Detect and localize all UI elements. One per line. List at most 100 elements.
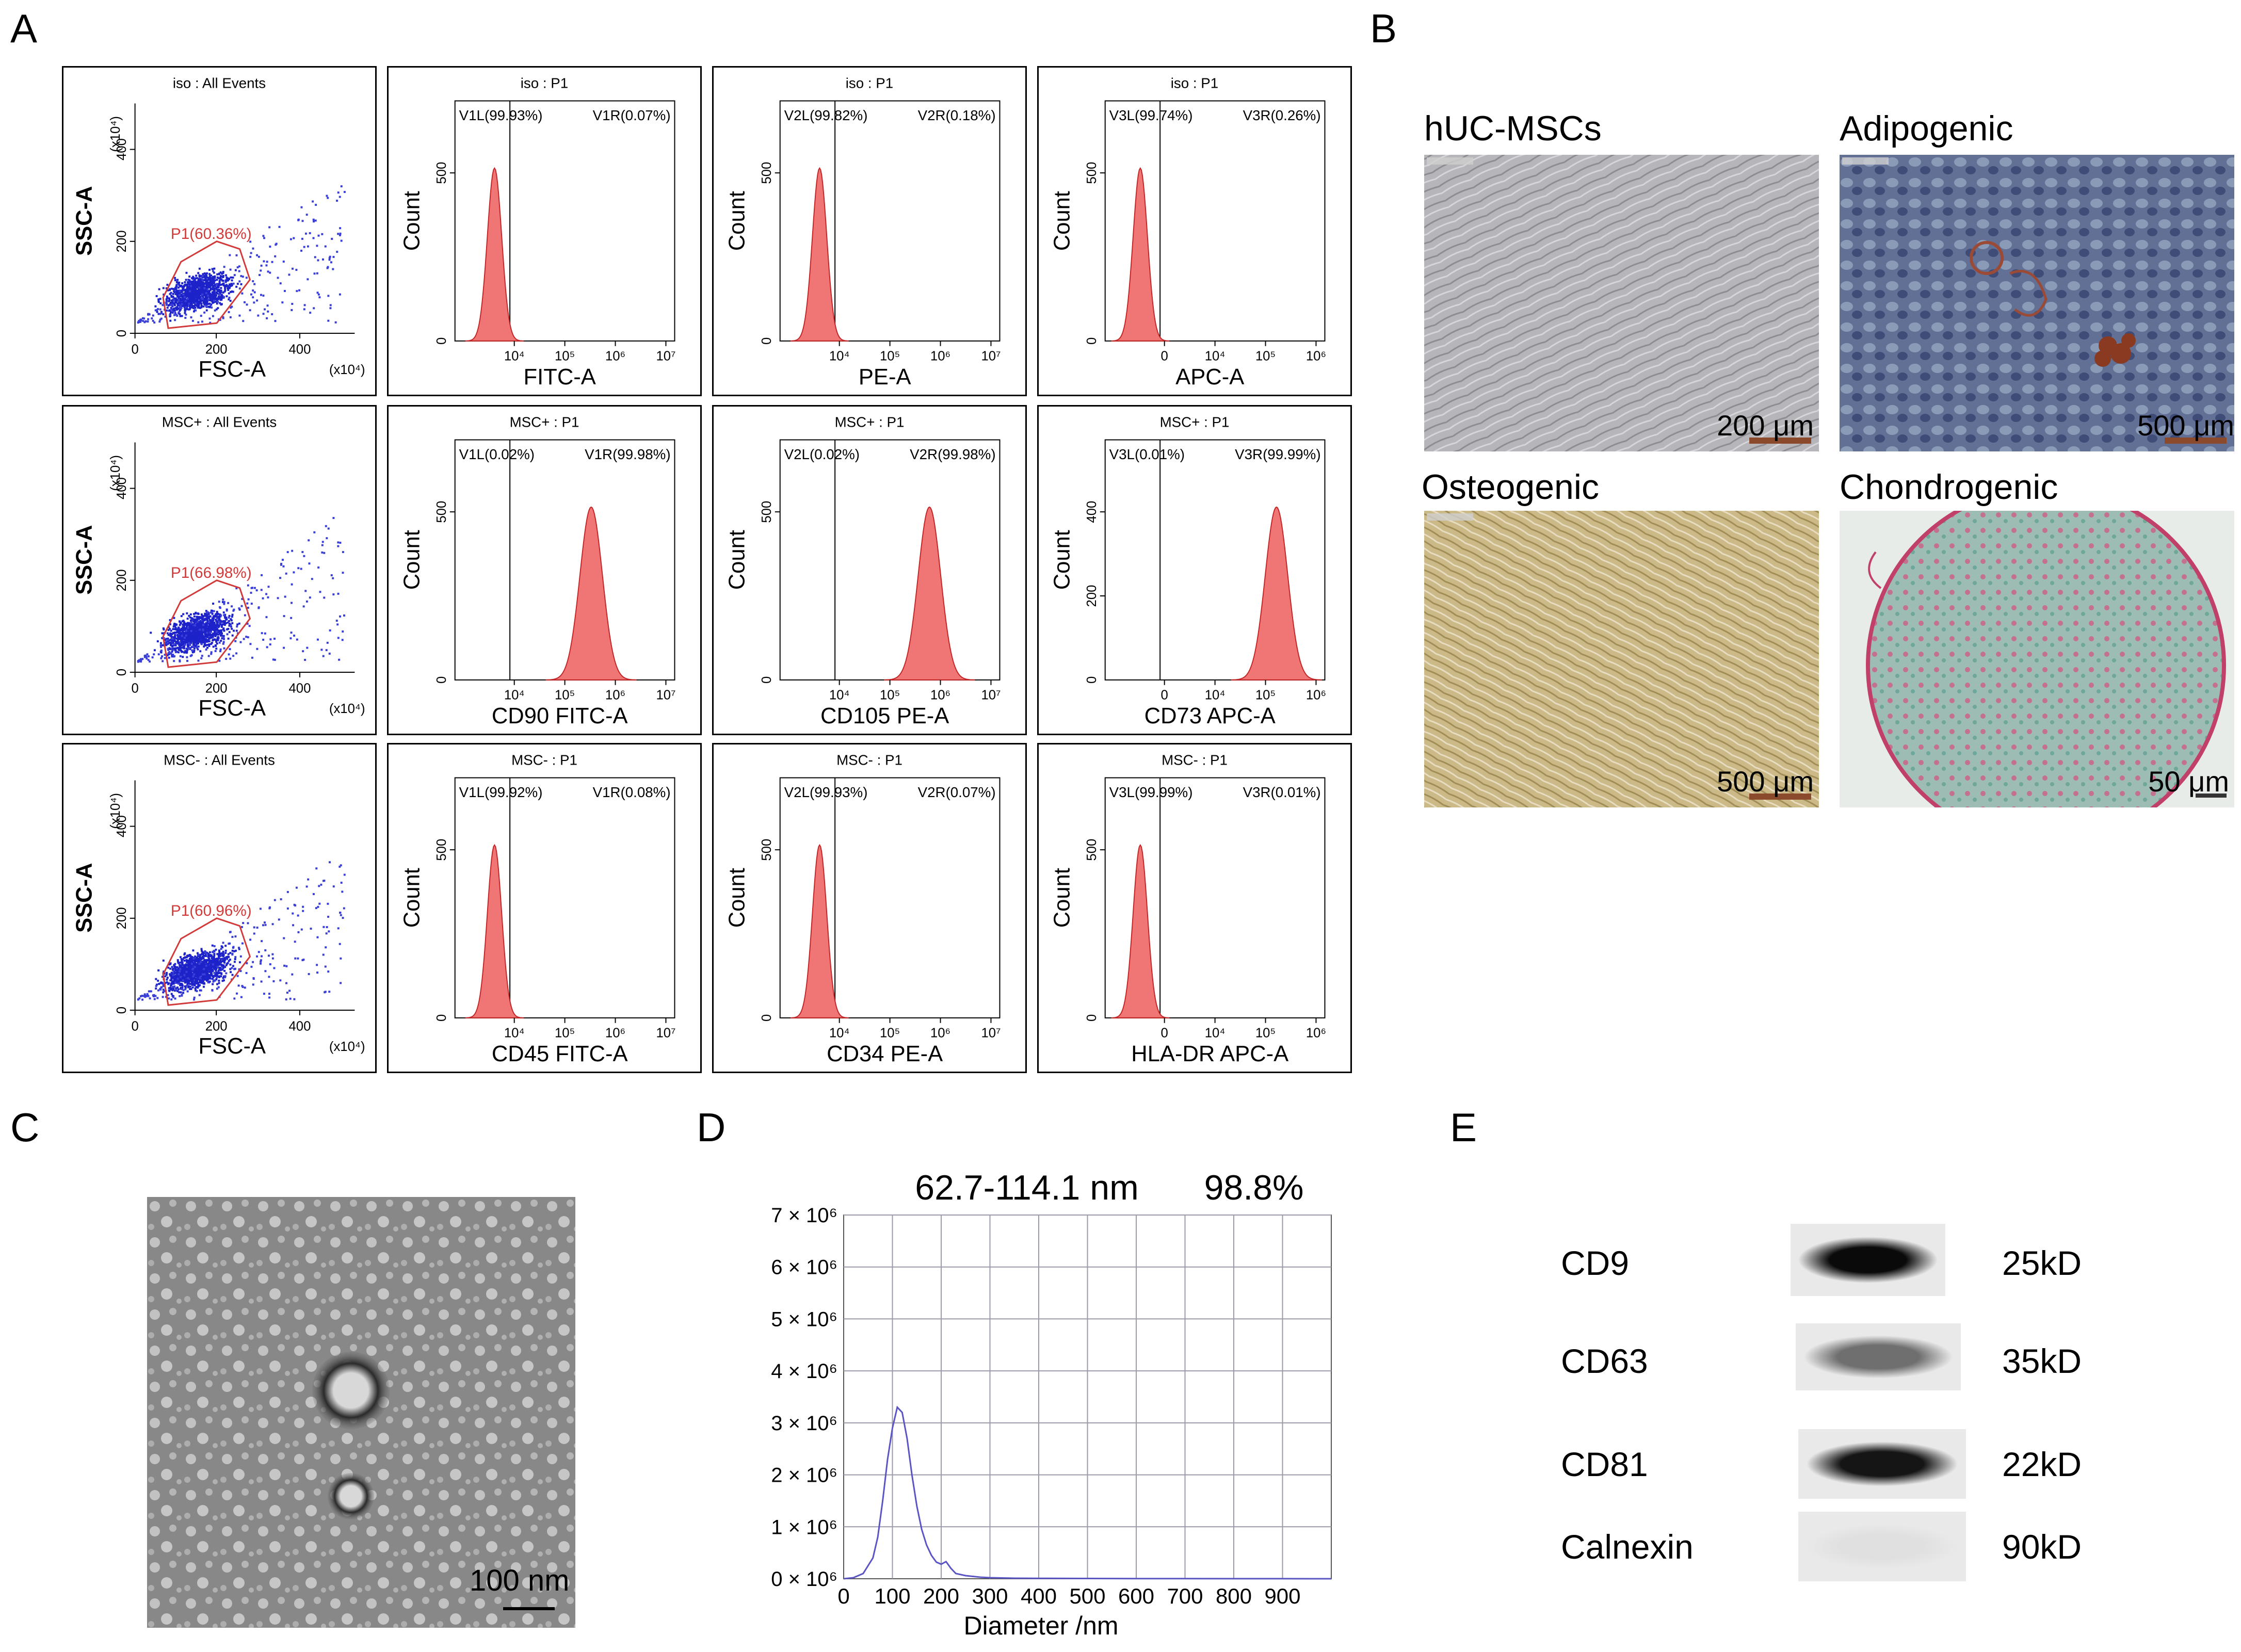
x-tick-label: 100 [874, 1584, 910, 1608]
hist-ytick-zero: 0 [1085, 676, 1099, 684]
wb-size-label: 90kD [2002, 1528, 2082, 1566]
micrograph-chondro-texture [1866, 511, 2227, 807]
hist-xtick: 0 [1161, 1026, 1168, 1041]
hist-ytick-zero: 0 [434, 1014, 449, 1022]
hist-peak [1111, 844, 1170, 1018]
size-distribution-chart: 0 100 200 300 400 500 600 700 800 900 0 × 10⁶ 1 × 1… [771, 1168, 1332, 1640]
y-tick-label: 1 × 10⁶ [771, 1516, 837, 1538]
hist-ytick-zero: 0 [760, 1014, 774, 1022]
hist-xtick: 10⁵ [880, 349, 900, 364]
hist-left-pct: V1L(99.92%) [459, 784, 543, 800]
hist-xtick: 10⁴ [1205, 688, 1226, 703]
scatter-xunit: (x10⁴) [329, 363, 365, 377]
y-tick-label: 7 × 10⁶ [771, 1204, 837, 1227]
y-tick-label: 5 × 10⁶ [771, 1308, 837, 1331]
scatter-ytick: 0 [115, 669, 129, 676]
scatter-ytick: 400 [115, 138, 129, 160]
hist-ytick: 500 [1085, 162, 1099, 184]
tem-texture [147, 1197, 575, 1628]
hist-ytick: 500 [760, 162, 774, 184]
scatter-xtick: 200 [205, 1019, 228, 1034]
hist-right-pct: V1R(0.07%) [593, 107, 671, 123]
scatter-xunit: (x10⁴) [329, 1040, 365, 1054]
wb-protein-label: Calnexin [1561, 1528, 1694, 1566]
x-tick-label: 700 [1167, 1584, 1203, 1608]
hist-left-pct: V1L(99.93%) [459, 107, 543, 123]
x-axis-label: Diameter /nm [963, 1611, 1118, 1640]
scatter-yunit: (x10⁴) [108, 793, 123, 829]
hist-title: MSC- : P1 [1162, 752, 1228, 768]
hist-peak [1111, 167, 1170, 342]
hist-xtick: 10⁷ [656, 349, 675, 364]
hist-title: MSC+ : P1 [1160, 414, 1230, 430]
scatter-plot-row-0: iso : All Events P1(60.36%) 0 200 400 0 200 400… [62, 66, 377, 396]
hist-ytick-zero: 0 [434, 676, 449, 684]
hist-ylabel: Count [724, 868, 749, 928]
histogram-row-0-col-2: iso : P1 V3L(99.74%) V3R(0.26%) 500 0 Count 0 1… [1037, 66, 1352, 396]
hist-ylabel: Count [1050, 530, 1074, 590]
scatter-ytick: 200 [115, 907, 129, 929]
micrograph-osteo-texture [1424, 511, 1819, 807]
hist-xtick: 10⁷ [656, 1026, 675, 1041]
hist-xtick: 0 [1161, 349, 1168, 364]
micrograph-huc-mscs: 200 μm [1424, 155, 1819, 451]
hist-right-pct: V2R(0.18%) [918, 107, 996, 123]
hist-xlabel: PE-A [859, 365, 911, 390]
scatter-ylabel: SSC-A [72, 525, 96, 595]
annotation-percent: 98.8% [1204, 1168, 1304, 1207]
hist-right-pct: V2R(99.98%) [910, 446, 995, 462]
histogram-row-2-col-2: MSC- : P1 V3L(99.99%) V3R(0.01%) 500 0 Count 0… [1037, 743, 1352, 1073]
wb-size-label: 35kD [2002, 1342, 2082, 1380]
hist-xtick: 10⁵ [1255, 688, 1276, 703]
hist-ylabel: Count [399, 868, 424, 928]
hist-left-pct: V3L(0.01%) [1109, 446, 1185, 462]
x-tick-label: 400 [1021, 1584, 1057, 1608]
hist-xtick: 10⁴ [504, 688, 525, 703]
hist-ytick: 500 [760, 839, 774, 861]
scatter-yunit: (x10⁴) [108, 116, 123, 152]
histogram-row-0-col-1: iso : P1 V2L(99.82%) V2R(0.18%) 500 0 Count 10… [712, 66, 1027, 396]
hist-xtick: 10⁴ [829, 1026, 850, 1041]
hist-xtick: 10⁶ [605, 1026, 625, 1041]
hist-title: iso : P1 [521, 75, 568, 91]
histogram-row-1-col-0: MSC+ : P1 V1L(0.02%) V1R(99.98%) 500 0 Count 1… [387, 405, 702, 735]
gate-label: P1(60.96%) [171, 902, 252, 919]
hist-xtick: 10⁷ [656, 688, 675, 703]
hist-title: iso : P1 [1171, 75, 1218, 91]
scale-adipo: 500 μm [2137, 409, 2234, 442]
micrograph-adipo-texture [1840, 155, 2234, 451]
hist-peak [1231, 506, 1322, 681]
hist-title: MSC- : P1 [836, 752, 902, 768]
scatter-title: MSC- : All Events [164, 752, 275, 768]
gate-label: P1(66.98%) [171, 564, 252, 581]
scatter-ytick: 200 [115, 569, 129, 591]
panel-letter-c: C [10, 1105, 40, 1150]
hist-ytick: 500 [434, 162, 449, 184]
hist-right-pct: V3R(0.26%) [1243, 107, 1321, 123]
gate-p1 [162, 579, 251, 668]
wb-protein-label: CD63 [1561, 1342, 1648, 1380]
wb-band-calnexin [1798, 1512, 1966, 1581]
scatter-ytick: 400 [115, 477, 129, 499]
hist-left-pct: V2L(0.02%) [784, 446, 860, 462]
gate-p1 [162, 240, 251, 329]
scatter-title: iso : All Events [173, 75, 266, 91]
hist-right-pct: V3R(99.99%) [1235, 446, 1320, 462]
scatter-ytick: 400 [115, 815, 129, 837]
hist-ylabel: Count [1050, 191, 1074, 251]
annotation-range: 62.7-114.1 nm [915, 1168, 1138, 1207]
x-tick-label: 800 [1216, 1584, 1252, 1608]
hist-ytick-zero: 0 [434, 337, 449, 345]
hist-xtick: 10⁵ [555, 349, 575, 364]
hist-xlabel: APC-A [1175, 365, 1244, 390]
scatter-points [137, 861, 346, 1001]
hist-xtick: 10⁶ [605, 349, 625, 364]
micrograph-osteogenic: 500 μm [1424, 511, 1819, 807]
gate-label: P1(60.36%) [171, 225, 252, 242]
hist-left-pct: V1L(0.02%) [459, 446, 535, 462]
hist-ytick-zero: 0 [1085, 337, 1099, 345]
wb-size-label: 22kD [2002, 1445, 2082, 1483]
hist-title: iso : P1 [846, 75, 893, 91]
hist-ytick: 500 [434, 501, 449, 523]
hist-xtick: 10⁶ [1306, 688, 1326, 703]
